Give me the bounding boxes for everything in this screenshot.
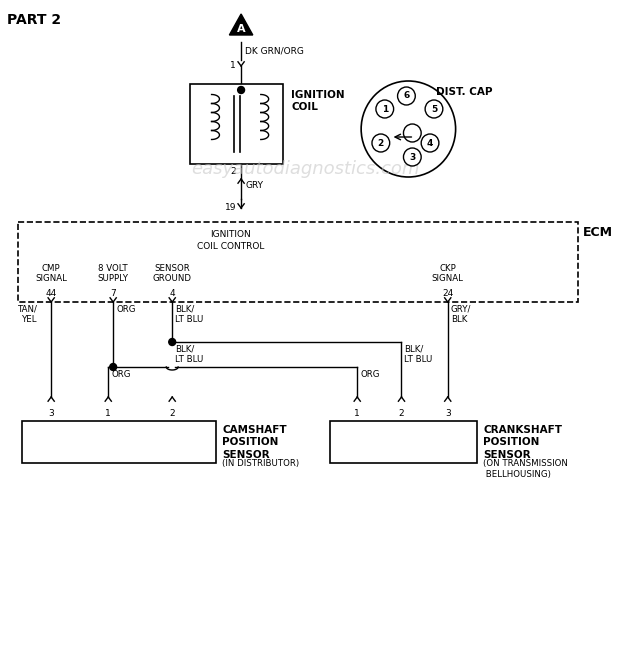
Text: 2: 2 bbox=[231, 168, 236, 177]
Text: ORG: ORG bbox=[360, 370, 379, 379]
Text: 4: 4 bbox=[169, 289, 175, 298]
Circle shape bbox=[421, 134, 439, 152]
Circle shape bbox=[238, 86, 245, 94]
Text: 4: 4 bbox=[427, 138, 433, 148]
Text: 1: 1 bbox=[354, 409, 360, 418]
Bar bbox=[329, 421, 477, 463]
Text: 24: 24 bbox=[442, 289, 454, 298]
Text: easyautodiagnostics.com: easyautodiagnostics.com bbox=[191, 160, 419, 178]
Text: BLK/
LT BLU: BLK/ LT BLU bbox=[175, 305, 203, 324]
Text: 1: 1 bbox=[231, 60, 236, 70]
Text: CAMSHAFT
POSITION
SENSOR: CAMSHAFT POSITION SENSOR bbox=[222, 425, 287, 460]
Text: 1: 1 bbox=[106, 409, 111, 418]
Polygon shape bbox=[229, 14, 253, 35]
Text: CKP
SIGNAL: CKP SIGNAL bbox=[432, 264, 464, 283]
Text: 3: 3 bbox=[409, 153, 415, 161]
Text: 6: 6 bbox=[404, 92, 410, 101]
Text: IGNITION
COIL: IGNITION COIL bbox=[291, 90, 345, 112]
Text: (ON TRANSMISSION
 BELLHOUSING): (ON TRANSMISSION BELLHOUSING) bbox=[483, 459, 568, 479]
Circle shape bbox=[425, 100, 443, 118]
Text: ORG: ORG bbox=[116, 305, 135, 314]
Text: 8 VOLT
SUPPLY: 8 VOLT SUPPLY bbox=[98, 264, 129, 283]
Text: BLK/
LT BLU: BLK/ LT BLU bbox=[404, 345, 433, 365]
Text: IGNITION
COIL CONTROL: IGNITION COIL CONTROL bbox=[197, 230, 264, 251]
Text: A: A bbox=[237, 24, 245, 34]
Circle shape bbox=[397, 87, 415, 105]
Text: 2: 2 bbox=[169, 409, 175, 418]
Text: 3: 3 bbox=[48, 409, 54, 418]
Text: 3: 3 bbox=[445, 409, 451, 418]
Circle shape bbox=[404, 124, 421, 142]
Text: CMP
SIGNAL: CMP SIGNAL bbox=[35, 264, 67, 283]
Bar bbox=[18, 222, 578, 302]
Text: 5: 5 bbox=[431, 105, 437, 114]
Circle shape bbox=[404, 148, 421, 166]
Circle shape bbox=[372, 134, 390, 152]
Text: 7: 7 bbox=[110, 289, 116, 298]
Text: BLK/
LT BLU: BLK/ LT BLU bbox=[175, 345, 203, 365]
Bar bbox=[22, 421, 216, 463]
Text: PART 2: PART 2 bbox=[7, 13, 61, 27]
Text: 2: 2 bbox=[399, 409, 404, 418]
Text: ECM: ECM bbox=[583, 226, 612, 239]
Text: CRANKSHAFT
POSITION
SENSOR: CRANKSHAFT POSITION SENSOR bbox=[483, 425, 562, 460]
Text: DIST. CAP: DIST. CAP bbox=[436, 87, 493, 97]
Circle shape bbox=[376, 100, 394, 118]
Text: ORG: ORG bbox=[111, 370, 130, 379]
Circle shape bbox=[110, 363, 117, 370]
Bar bbox=[190, 84, 284, 164]
Text: GRY: GRY bbox=[245, 181, 263, 190]
Text: 44: 44 bbox=[46, 289, 57, 298]
Text: DK GRN/ORG: DK GRN/ORG bbox=[245, 47, 304, 55]
Text: TAN/
YEL: TAN/ YEL bbox=[17, 305, 38, 324]
Text: 1: 1 bbox=[382, 105, 388, 114]
Text: (IN DISTRIBUTOR): (IN DISTRIBUTOR) bbox=[222, 459, 300, 468]
Circle shape bbox=[169, 339, 176, 346]
Text: 2: 2 bbox=[378, 138, 384, 148]
Circle shape bbox=[361, 81, 455, 177]
Text: 19: 19 bbox=[225, 203, 236, 213]
Text: GRY/
BLK: GRY/ BLK bbox=[451, 305, 471, 324]
Text: SENSOR
GROUND: SENSOR GROUND bbox=[153, 264, 192, 283]
